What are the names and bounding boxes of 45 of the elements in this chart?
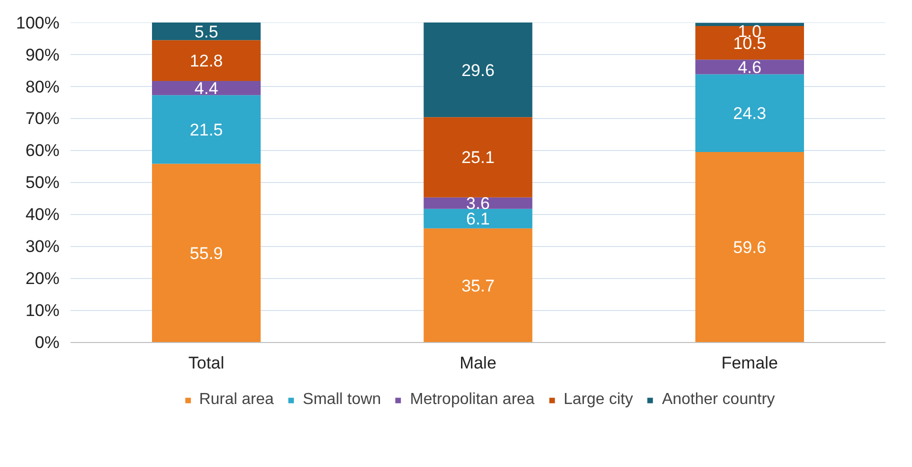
data-label: 29.6 <box>461 60 495 80</box>
legend-label: Large city <box>564 391 633 409</box>
data-label: 5.5 <box>194 22 218 42</box>
bar <box>695 60 804 74</box>
legend-label: Metropolitan area <box>410 391 535 409</box>
legend-label: Another country <box>662 391 775 409</box>
x-tick-label: Male <box>460 354 496 372</box>
data-label: 4.6 <box>738 58 762 77</box>
x-tick-label: Total <box>188 354 224 372</box>
bar <box>152 22 261 40</box>
y-tick-label: 10% <box>25 301 60 320</box>
data-label: 12.8 <box>190 52 223 71</box>
bar <box>152 40 261 81</box>
y-tick-label: 80% <box>25 77 60 96</box>
data-label: 35.7 <box>461 276 495 296</box>
y-tick-label: 50% <box>25 173 60 192</box>
y-tick-label: 40% <box>25 205 60 224</box>
data-label: 59.6 <box>733 238 766 258</box>
y-tick-label: 60% <box>25 141 60 160</box>
data-label: 24.3 <box>733 104 766 124</box>
bar <box>152 164 261 342</box>
bar <box>695 22 804 26</box>
bar <box>424 117 532 198</box>
bar <box>695 26 804 60</box>
x-tick-label: Female <box>721 354 778 372</box>
bar <box>695 74 804 152</box>
data-label: 25.1 <box>461 148 495 168</box>
bar <box>152 95 261 164</box>
legend-label: Rural area <box>199 391 274 409</box>
y-tick-label: 20% <box>25 269 60 288</box>
y-tick-label: 70% <box>25 109 60 128</box>
bar <box>424 228 532 342</box>
bar <box>152 81 261 96</box>
legend-label: Small town <box>302 391 382 409</box>
bar <box>424 197 532 209</box>
data-label: 4.4 <box>194 79 218 98</box>
data-label: 55.9 <box>190 244 223 264</box>
y-tick-label: 90% <box>25 45 60 64</box>
bar <box>424 22 532 118</box>
y-tick-label: 100% <box>16 13 60 32</box>
data-label: 21.5 <box>190 120 223 140</box>
bar <box>424 208 532 228</box>
bar <box>695 152 804 342</box>
y-tick-label: 0% <box>34 333 60 352</box>
y-tick-label: 30% <box>25 237 60 256</box>
